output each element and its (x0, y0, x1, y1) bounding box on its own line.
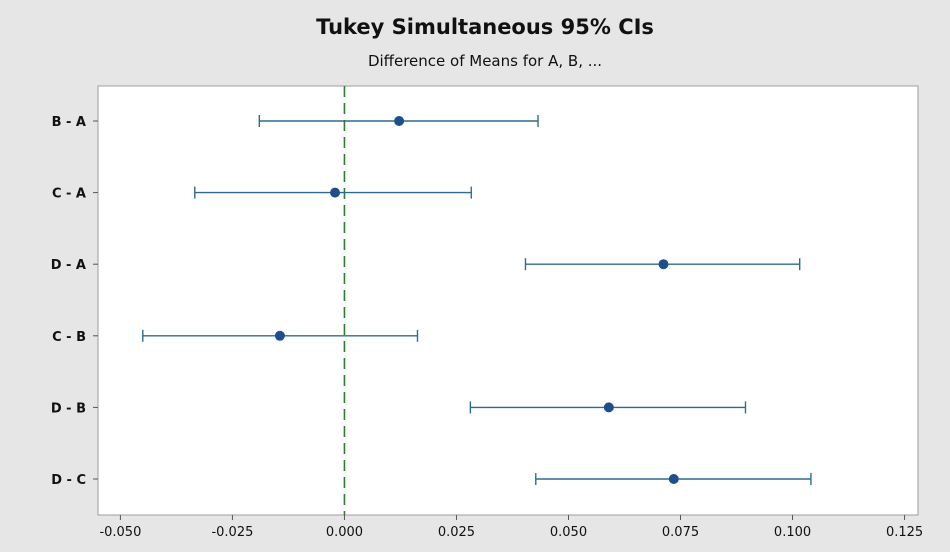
point-estimate (658, 259, 669, 270)
point-estimate (330, 187, 341, 198)
x-tick-label: 0.000 (326, 525, 363, 540)
x-tick-label: 0.025 (438, 525, 475, 540)
x-tick-label: 0.050 (550, 525, 587, 540)
category-label: C - A (52, 187, 86, 202)
category-label: D - C (51, 473, 86, 488)
point-estimate (394, 116, 405, 126)
category-label: C - B (52, 330, 86, 345)
point-estimate (603, 402, 614, 413)
x-tick-label: -0.025 (211, 525, 253, 540)
category-label: B - A (52, 115, 86, 130)
category-label: D - A (51, 258, 86, 273)
x-tick-label: 0.125 (886, 525, 923, 540)
point-estimate (668, 474, 679, 484)
plot-area (97, 85, 919, 516)
plot-layer: -0.050 -0.025 0.000 0.025 0.050 0.075 0.100 0.1… (51, 85, 923, 540)
x-tick-label: 0.100 (774, 525, 811, 540)
chart-title: Tukey Simultaneous 95% CIs (316, 15, 654, 39)
point-estimate (274, 330, 285, 341)
chart-subtitle: Difference of Means for A, B, ... (368, 52, 602, 70)
category-label: D - B (51, 401, 86, 416)
x-tick-label: 0.075 (662, 525, 699, 540)
x-tick-label: -0.050 (99, 525, 141, 540)
